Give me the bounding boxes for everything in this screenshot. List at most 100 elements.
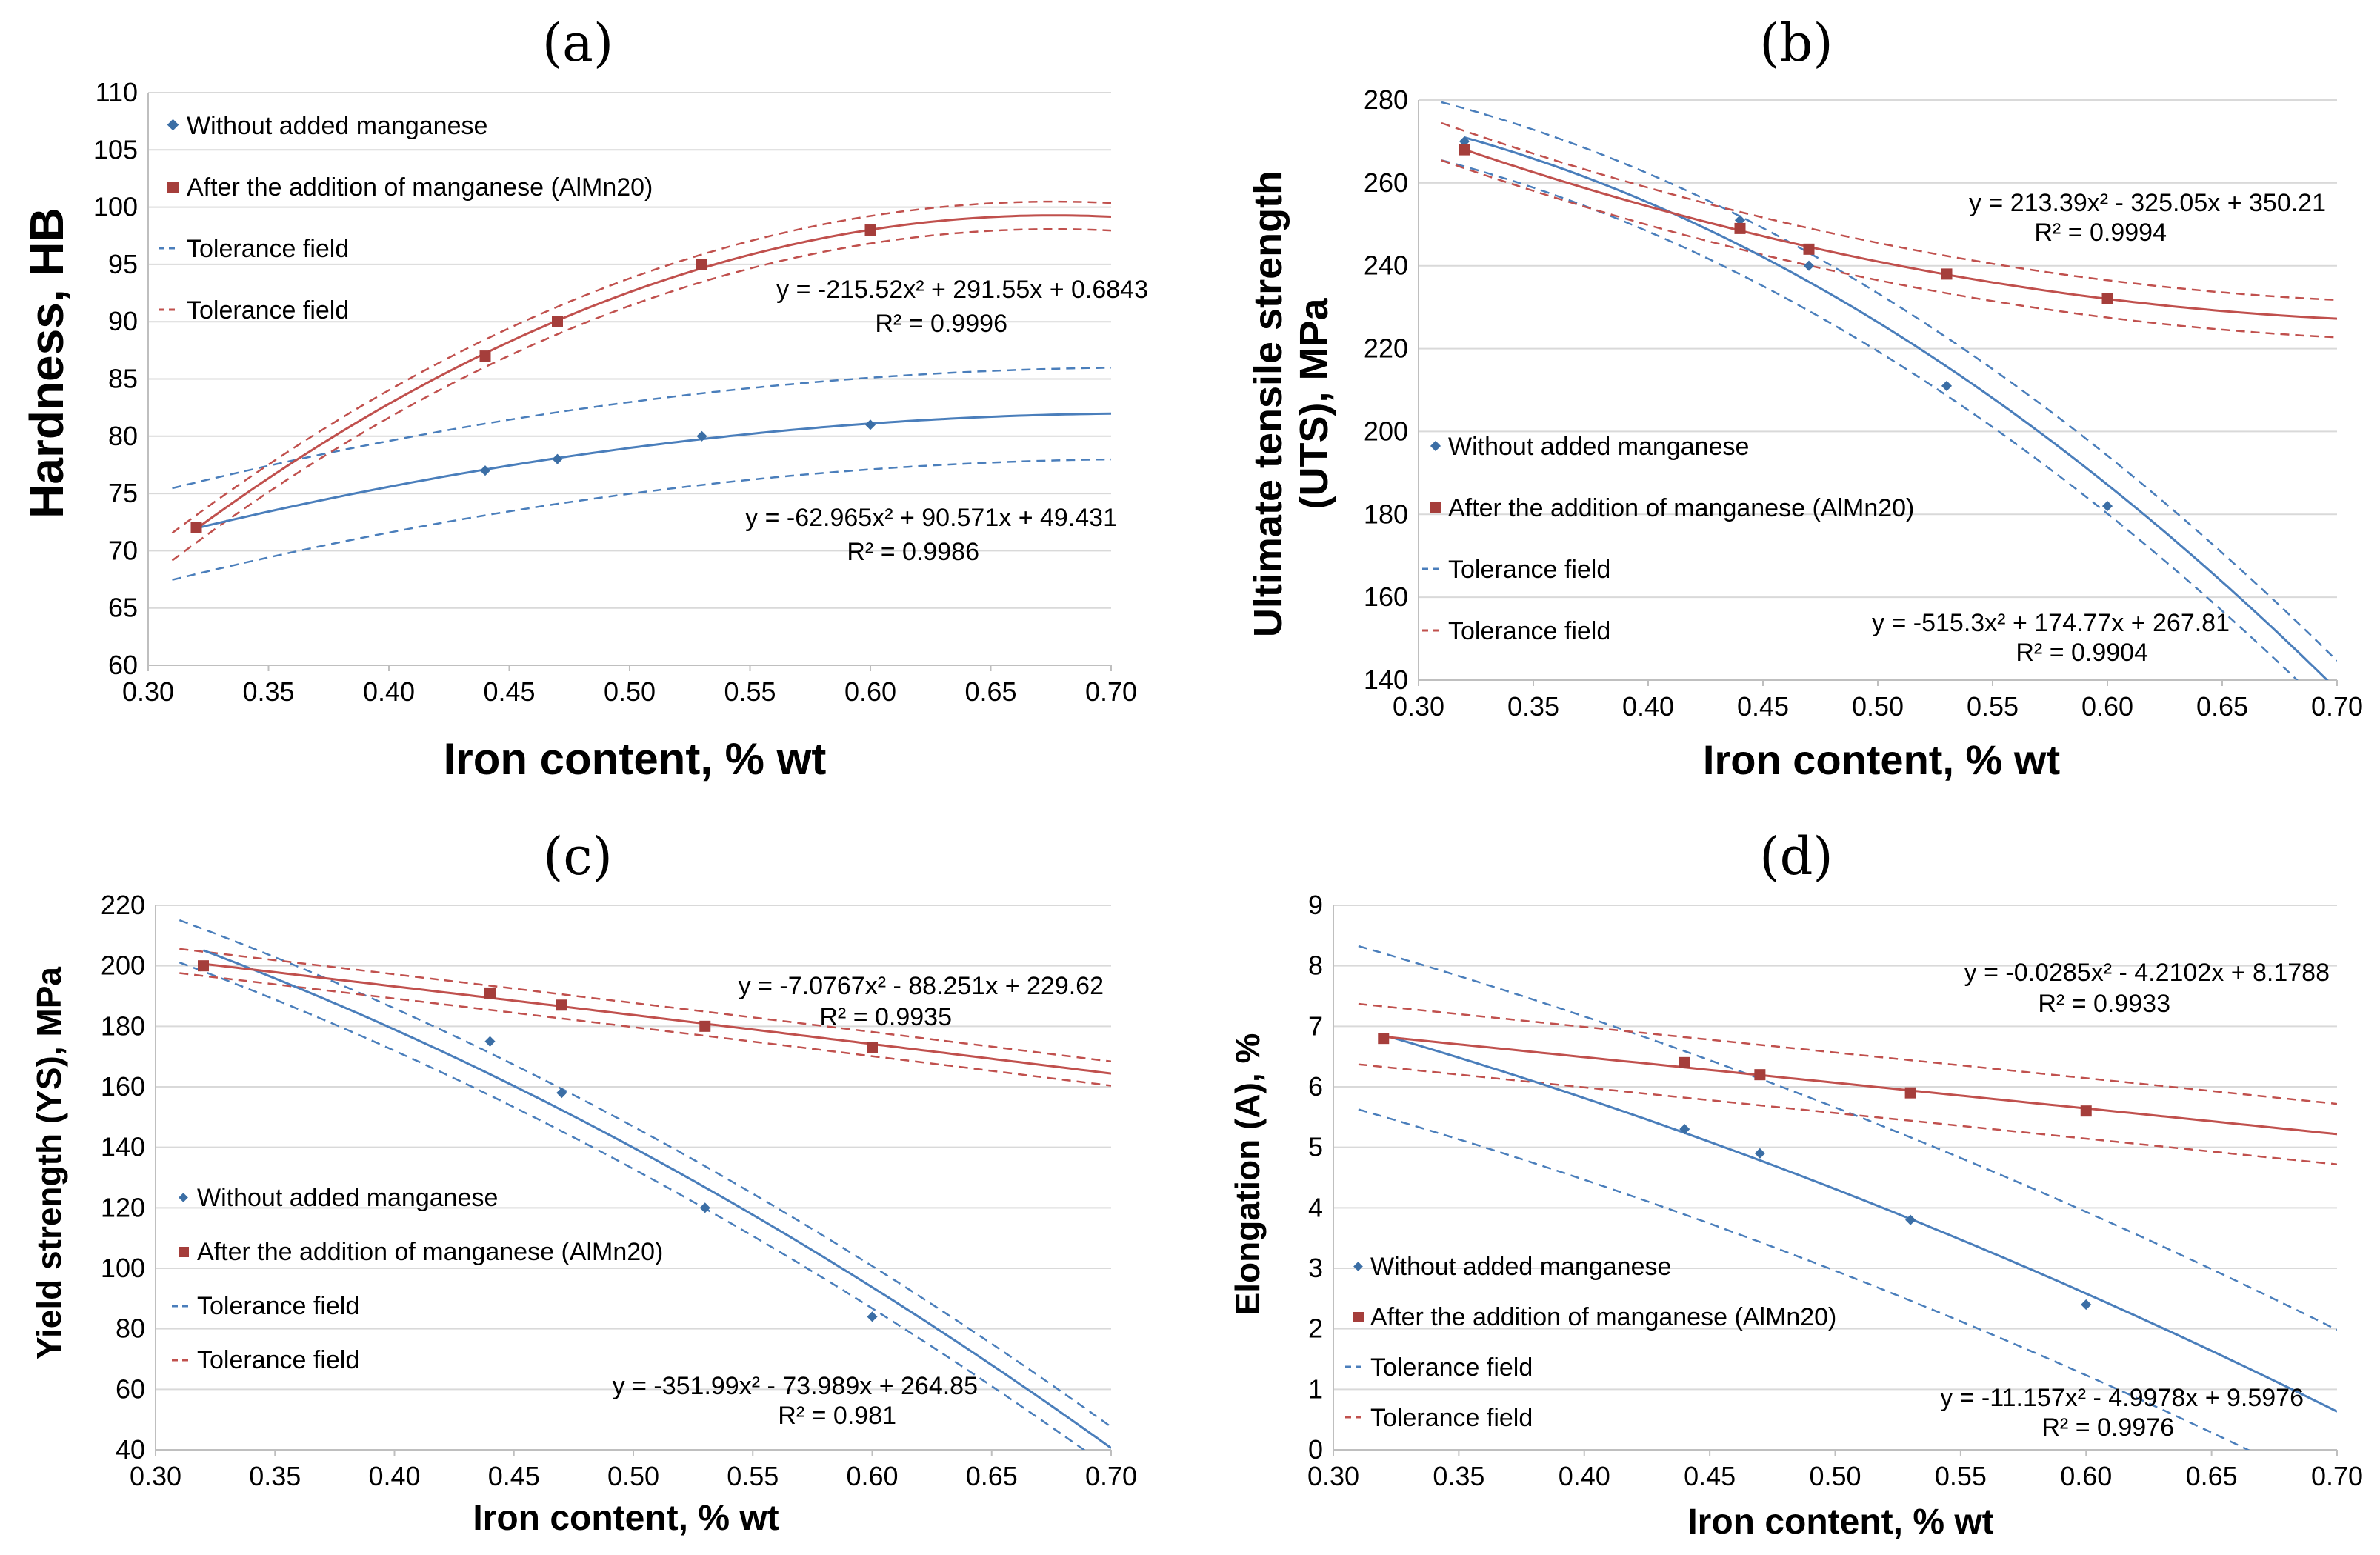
legend-label: After the addition of manganese (AlMn20): [1370, 1303, 1836, 1331]
legend-label: Tolerance field: [1370, 1353, 1533, 1382]
panel-d-r2-red: R² = 0.9933: [2038, 990, 2170, 1018]
data-point-red-square: [198, 960, 209, 972]
data-point-blue-diamond: [867, 1311, 878, 1322]
x-tick-label: 0.30: [122, 676, 174, 707]
y-tick-label: 2: [1308, 1313, 1323, 1344]
data-point-blue-diamond: [479, 465, 491, 476]
panel-a-label: (a): [542, 13, 613, 73]
x-tick-label: 0.70: [2311, 691, 2363, 722]
x-tick-label: 0.35: [242, 676, 294, 707]
trendline-red: [1464, 148, 2337, 320]
x-tick-label: 0.50: [604, 676, 656, 707]
legend-item: Tolerance field: [159, 296, 349, 324]
panel-d-equation-blue: y = -11.157x² - 4.9978x + 9.5976: [1940, 1384, 2304, 1412]
x-tick-label: 0.55: [727, 1461, 779, 1491]
legend-label: Without added manganese: [187, 112, 487, 140]
legend-item: After the addition of manganese (AlMn20): [1353, 1303, 1836, 1331]
tolerance-upper-line: [1358, 1002, 2337, 1105]
trendline-red: [203, 962, 1111, 1075]
data-point-blue-diamond: [1459, 136, 1470, 147]
y-tick-label: 100: [101, 1253, 145, 1283]
x-tick-label: 0.65: [966, 1461, 1018, 1491]
panel-a-equation-red: y = -215.52x² + 291.55x + 0.6843: [776, 276, 1148, 304]
legend-marker-red-square: [167, 182, 179, 193]
x-tick-label: 0.70: [2311, 1461, 2363, 1491]
data-point-red-square: [1904, 1087, 1916, 1099]
x-tick-label: 0.35: [1433, 1461, 1484, 1491]
data-point-red-square: [1941, 268, 1953, 280]
y-tick-label: 220: [1364, 333, 1408, 364]
legend-item: Tolerance field: [1422, 556, 1610, 584]
legend-marker-blue-diamond: [1430, 440, 1441, 452]
panel-d-equation-red: y = -0.0285x² - 4.2102x + 8.1788: [1964, 959, 2330, 987]
data-point-blue-diamond: [1905, 1214, 1916, 1225]
panel-a-equation-blue: y = -62.965x² + 90.571x + 49.431: [745, 504, 1117, 532]
y-tick-label: 80: [108, 421, 138, 451]
panel-c-r2-blue: R² = 0.981: [778, 1402, 896, 1430]
panel-a-r2-blue: R² = 0.9986: [847, 538, 979, 566]
x-tick-label: 0.65: [964, 676, 1016, 707]
panel-c-legend: Without added manganese After the additi…: [172, 1184, 663, 1374]
data-point-red-square: [1378, 1033, 1390, 1045]
tolerance-lower-line: [1358, 1108, 2250, 1450]
panel-c-r2-red: R² = 0.9935: [819, 1003, 952, 1031]
panel-b-label: (b): [1759, 13, 1833, 73]
panel-d: (d) 0 1 2 3 4 5 6 7 8 9 0.30 0.35 0.40 0.45 0.50 0.55 0.…: [1228, 826, 2363, 1542]
y-tick-label: 280: [1364, 84, 1408, 115]
legend-item: Tolerance field: [172, 1292, 359, 1320]
tolerance-upper-line: [1441, 101, 2337, 662]
y-tick-label: 3: [1308, 1253, 1323, 1283]
legend-label: Without added manganese: [197, 1184, 498, 1212]
panel-d-x-axis-title: Iron content, % wt: [1687, 1502, 1993, 1542]
data-point-red-square: [1754, 1069, 1766, 1081]
panel-a-legend: Without added manganese After the additi…: [159, 112, 653, 324]
trendline-blue: [202, 949, 1111, 1449]
y-tick-label: 1: [1308, 1373, 1323, 1404]
y-tick-label: 160: [1364, 582, 1408, 612]
y-tick-label: 4: [1308, 1192, 1323, 1222]
legend-item: Tolerance field: [159, 235, 349, 263]
data-point-red-square: [552, 316, 563, 327]
y-tick-label: 220: [101, 890, 145, 920]
tolerance-lower-line: [179, 972, 1111, 1087]
data-point-red-square: [864, 224, 876, 236]
legend-label: Without added manganese: [1448, 433, 1749, 461]
legend-label: Tolerance field: [1448, 617, 1610, 645]
x-tick-label: 0.65: [2196, 691, 2248, 722]
legend-item: Without added manganese: [167, 112, 487, 140]
legend-item: Without added manganese: [1353, 1253, 1671, 1281]
x-tick-label: 0.55: [1935, 1461, 1987, 1491]
tolerance-lower-line: [179, 962, 1086, 1450]
tolerance-upper-line: [1441, 121, 2337, 302]
legend-marker-red-square: [1430, 502, 1441, 513]
y-tick-label: 7: [1308, 1010, 1323, 1041]
y-tick-label: 95: [108, 249, 138, 279]
x-tick-label: 0.45: [488, 1461, 540, 1491]
data-point-blue-diamond: [2081, 1299, 2092, 1311]
legend-label: Tolerance field: [187, 296, 349, 324]
x-tick-label: 0.55: [724, 676, 776, 707]
x-tick-label: 0.40: [363, 676, 415, 707]
y-tick-label: 70: [108, 535, 138, 565]
trendline-blue: [1464, 136, 2329, 680]
legend-marker-red-square: [179, 1247, 189, 1257]
x-tick-label: 0.60: [846, 1461, 898, 1491]
y-tick-label: 60: [108, 650, 138, 680]
tolerance-lower-line: [1441, 159, 2337, 339]
panel-a: (a) 60 65 70 75 80 85 90 95 100 105 110 0.30 0.35 0.4…: [20, 13, 1148, 784]
tolerance-lower-line: [171, 227, 1111, 562]
legend-label: Tolerance field: [1370, 1404, 1533, 1432]
legend-item: After the addition of manganese (AlMn20): [167, 173, 653, 202]
y-tick-label: 8: [1308, 950, 1323, 981]
legend-item: Tolerance field: [1345, 1353, 1533, 1382]
y-tick-label: 240: [1364, 250, 1408, 281]
data-point-blue-diamond: [1941, 380, 1953, 391]
x-tick-label: 0.35: [1507, 691, 1559, 722]
x-tick-label: 0.35: [249, 1461, 301, 1491]
legend-label: Tolerance field: [1448, 556, 1610, 584]
y-tick-label: 90: [108, 306, 138, 336]
data-point-red-square: [1459, 144, 1470, 156]
x-tick-label: 0.40: [1622, 691, 1674, 722]
data-point-blue-diamond: [864, 419, 876, 430]
panel-c-equation-red: y = -7.0767x² - 88.251x + 229.62: [739, 972, 1104, 1000]
